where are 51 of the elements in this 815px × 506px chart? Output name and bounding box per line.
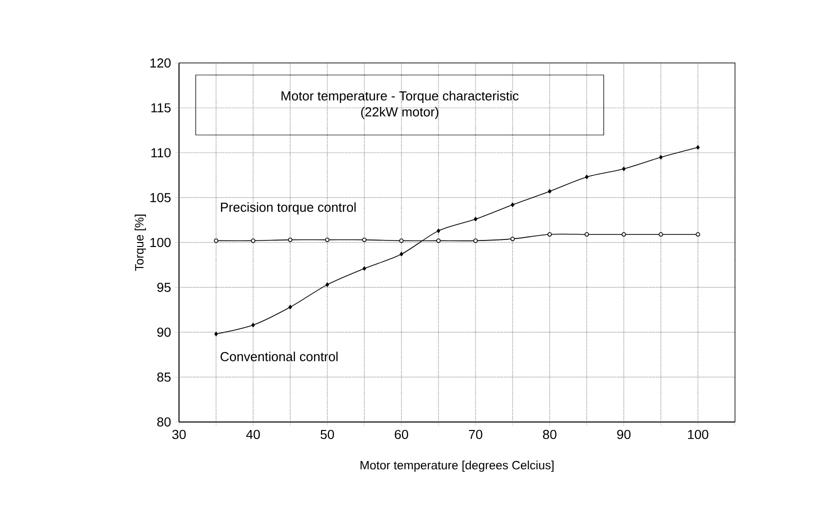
point <box>622 166 626 172</box>
point <box>400 252 404 256</box>
y-tick-label: 105 <box>150 193 171 202</box>
y-tick-label: 120 <box>150 58 171 68</box>
y-axis-title: Torque [%] <box>134 214 146 271</box>
x-tick-label: 100 <box>688 430 708 440</box>
point <box>288 304 292 310</box>
y-tick-label: 85 <box>157 372 171 382</box>
point <box>585 174 588 180</box>
point <box>362 266 366 271</box>
y-tick-label: 110 <box>151 148 171 158</box>
point <box>658 232 664 237</box>
point <box>547 232 552 237</box>
y-tick-label: 95 <box>157 282 171 292</box>
series-label: Precision torque control <box>221 202 356 214</box>
x-tick-label: 90 <box>617 430 631 440</box>
point <box>436 238 441 243</box>
y-tick-label: 90 <box>157 328 171 337</box>
point <box>548 189 552 194</box>
x-tick-label: 60 <box>394 430 408 440</box>
y-tick-label: 100 <box>150 238 171 248</box>
point <box>473 238 478 243</box>
point <box>436 228 440 234</box>
point <box>288 238 292 242</box>
text: (22kW motor) <box>361 106 438 120</box>
point <box>326 282 330 287</box>
point <box>214 332 218 336</box>
series-label: Conventional control <box>220 352 338 362</box>
point <box>622 232 626 237</box>
x-tick-label: 30 <box>172 430 186 440</box>
point <box>214 238 218 243</box>
point <box>362 238 367 242</box>
x-tick-label: 50 <box>320 430 334 440</box>
point <box>510 236 515 242</box>
y-tick-label: 115 <box>151 103 171 112</box>
point <box>696 232 700 237</box>
point <box>510 202 514 207</box>
point <box>696 145 700 150</box>
x-tick-label: 40 <box>246 430 260 440</box>
x-tick-label: 70 <box>468 430 482 440</box>
point <box>251 322 255 328</box>
point <box>399 238 404 243</box>
point <box>325 238 330 242</box>
x-axis-title: Motor temperature [degrees Celcius] <box>360 460 554 472</box>
point <box>584 232 589 237</box>
y-tick-label: 80 <box>157 417 171 427</box>
point <box>250 238 256 243</box>
x-tick-label: 80 <box>543 430 556 440</box>
point <box>474 216 478 222</box>
text: Motor temperature - Torque characteristic <box>282 90 519 104</box>
point <box>659 155 663 160</box>
